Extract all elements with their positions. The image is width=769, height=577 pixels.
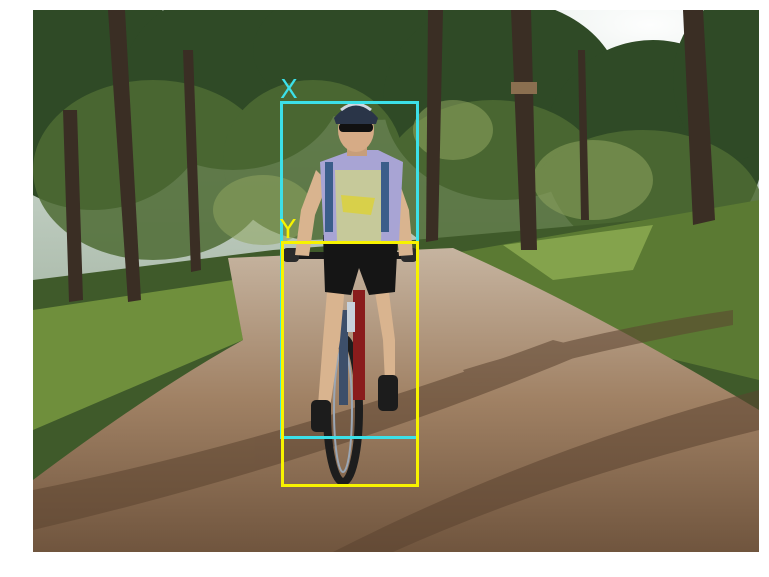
forest-trail-cyclist-photo [33,10,759,552]
